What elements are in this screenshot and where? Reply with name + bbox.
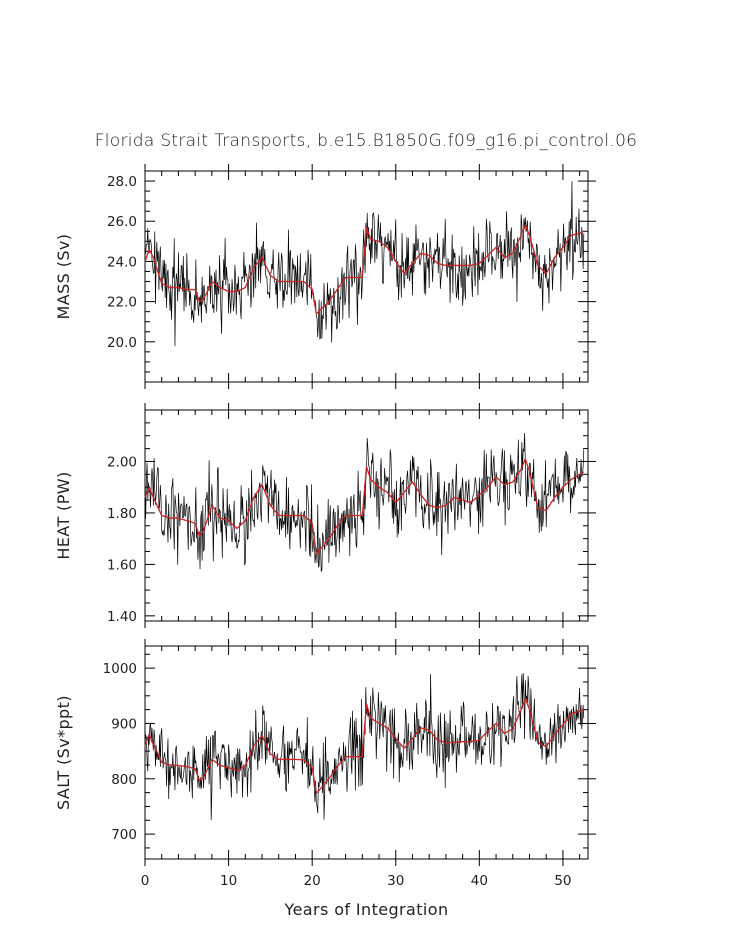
y-tick-labels: 20.0 22.0 24.0 26.0 28.0 — [107, 174, 137, 351]
y-axis-label: MASS (Sv) — [54, 234, 73, 320]
panel-mass: 20.0 22.0 24.0 26.0 28.0 MASS (Sv) — [54, 164, 596, 389]
y-tick-label: 900 — [111, 716, 137, 732]
y-axis-label: SALT (Sv*ppt) — [54, 695, 73, 810]
plot-frame — [144, 170, 589, 383]
smoothed-series-line — [144, 696, 585, 795]
plot-frame — [144, 645, 589, 860]
smoothed-series-line — [144, 223, 585, 316]
y-tick-label: 1000 — [103, 661, 137, 677]
y-tick-label: 1.40 — [107, 609, 137, 625]
x-tick-labels: 0 10 20 30 40 50 — [141, 873, 572, 889]
y-tick-labels: 1.40 1.60 1.80 2.00 — [107, 454, 137, 624]
panel-heat: 1.40 1.60 1.80 2.00 HEAT (PW) — [54, 403, 596, 628]
y-axis-label: HEAT (PW) — [54, 471, 73, 559]
x-axis-label: Years of Integration — [284, 900, 449, 919]
raw-series-line — [144, 181, 585, 347]
y-tick-label: 1.80 — [107, 506, 137, 522]
tick-marks — [144, 403, 596, 628]
tick-marks — [144, 639, 596, 866]
y-tick-label: 22.0 — [107, 295, 137, 311]
y-tick-label: 700 — [111, 827, 137, 843]
x-tick-label: 30 — [387, 873, 404, 889]
x-tick-label: 10 — [220, 873, 237, 889]
y-tick-label: 2.00 — [107, 454, 137, 470]
chart-title: Florida Strait Transports, b.e15.B1850G.… — [95, 131, 638, 151]
x-tick-label: 0 — [141, 873, 150, 889]
y-tick-label: 800 — [111, 772, 137, 788]
y-tick-label: 28.0 — [107, 174, 137, 190]
y-tick-labels: 700 800 900 1000 — [103, 661, 137, 843]
smoothed-series-line — [144, 457, 585, 556]
tick-marks — [144, 164, 596, 389]
x-tick-label: 40 — [471, 873, 488, 889]
raw-series-line — [144, 672, 585, 820]
y-tick-label: 24.0 — [107, 254, 137, 270]
x-tick-label: 20 — [304, 873, 321, 889]
y-tick-label: 26.0 — [107, 214, 137, 230]
plot-frame — [144, 409, 589, 622]
y-tick-label: 20.0 — [107, 335, 137, 351]
x-tick-label: 50 — [554, 873, 571, 889]
y-tick-label: 1.60 — [107, 557, 137, 573]
raw-series-line — [144, 433, 585, 573]
